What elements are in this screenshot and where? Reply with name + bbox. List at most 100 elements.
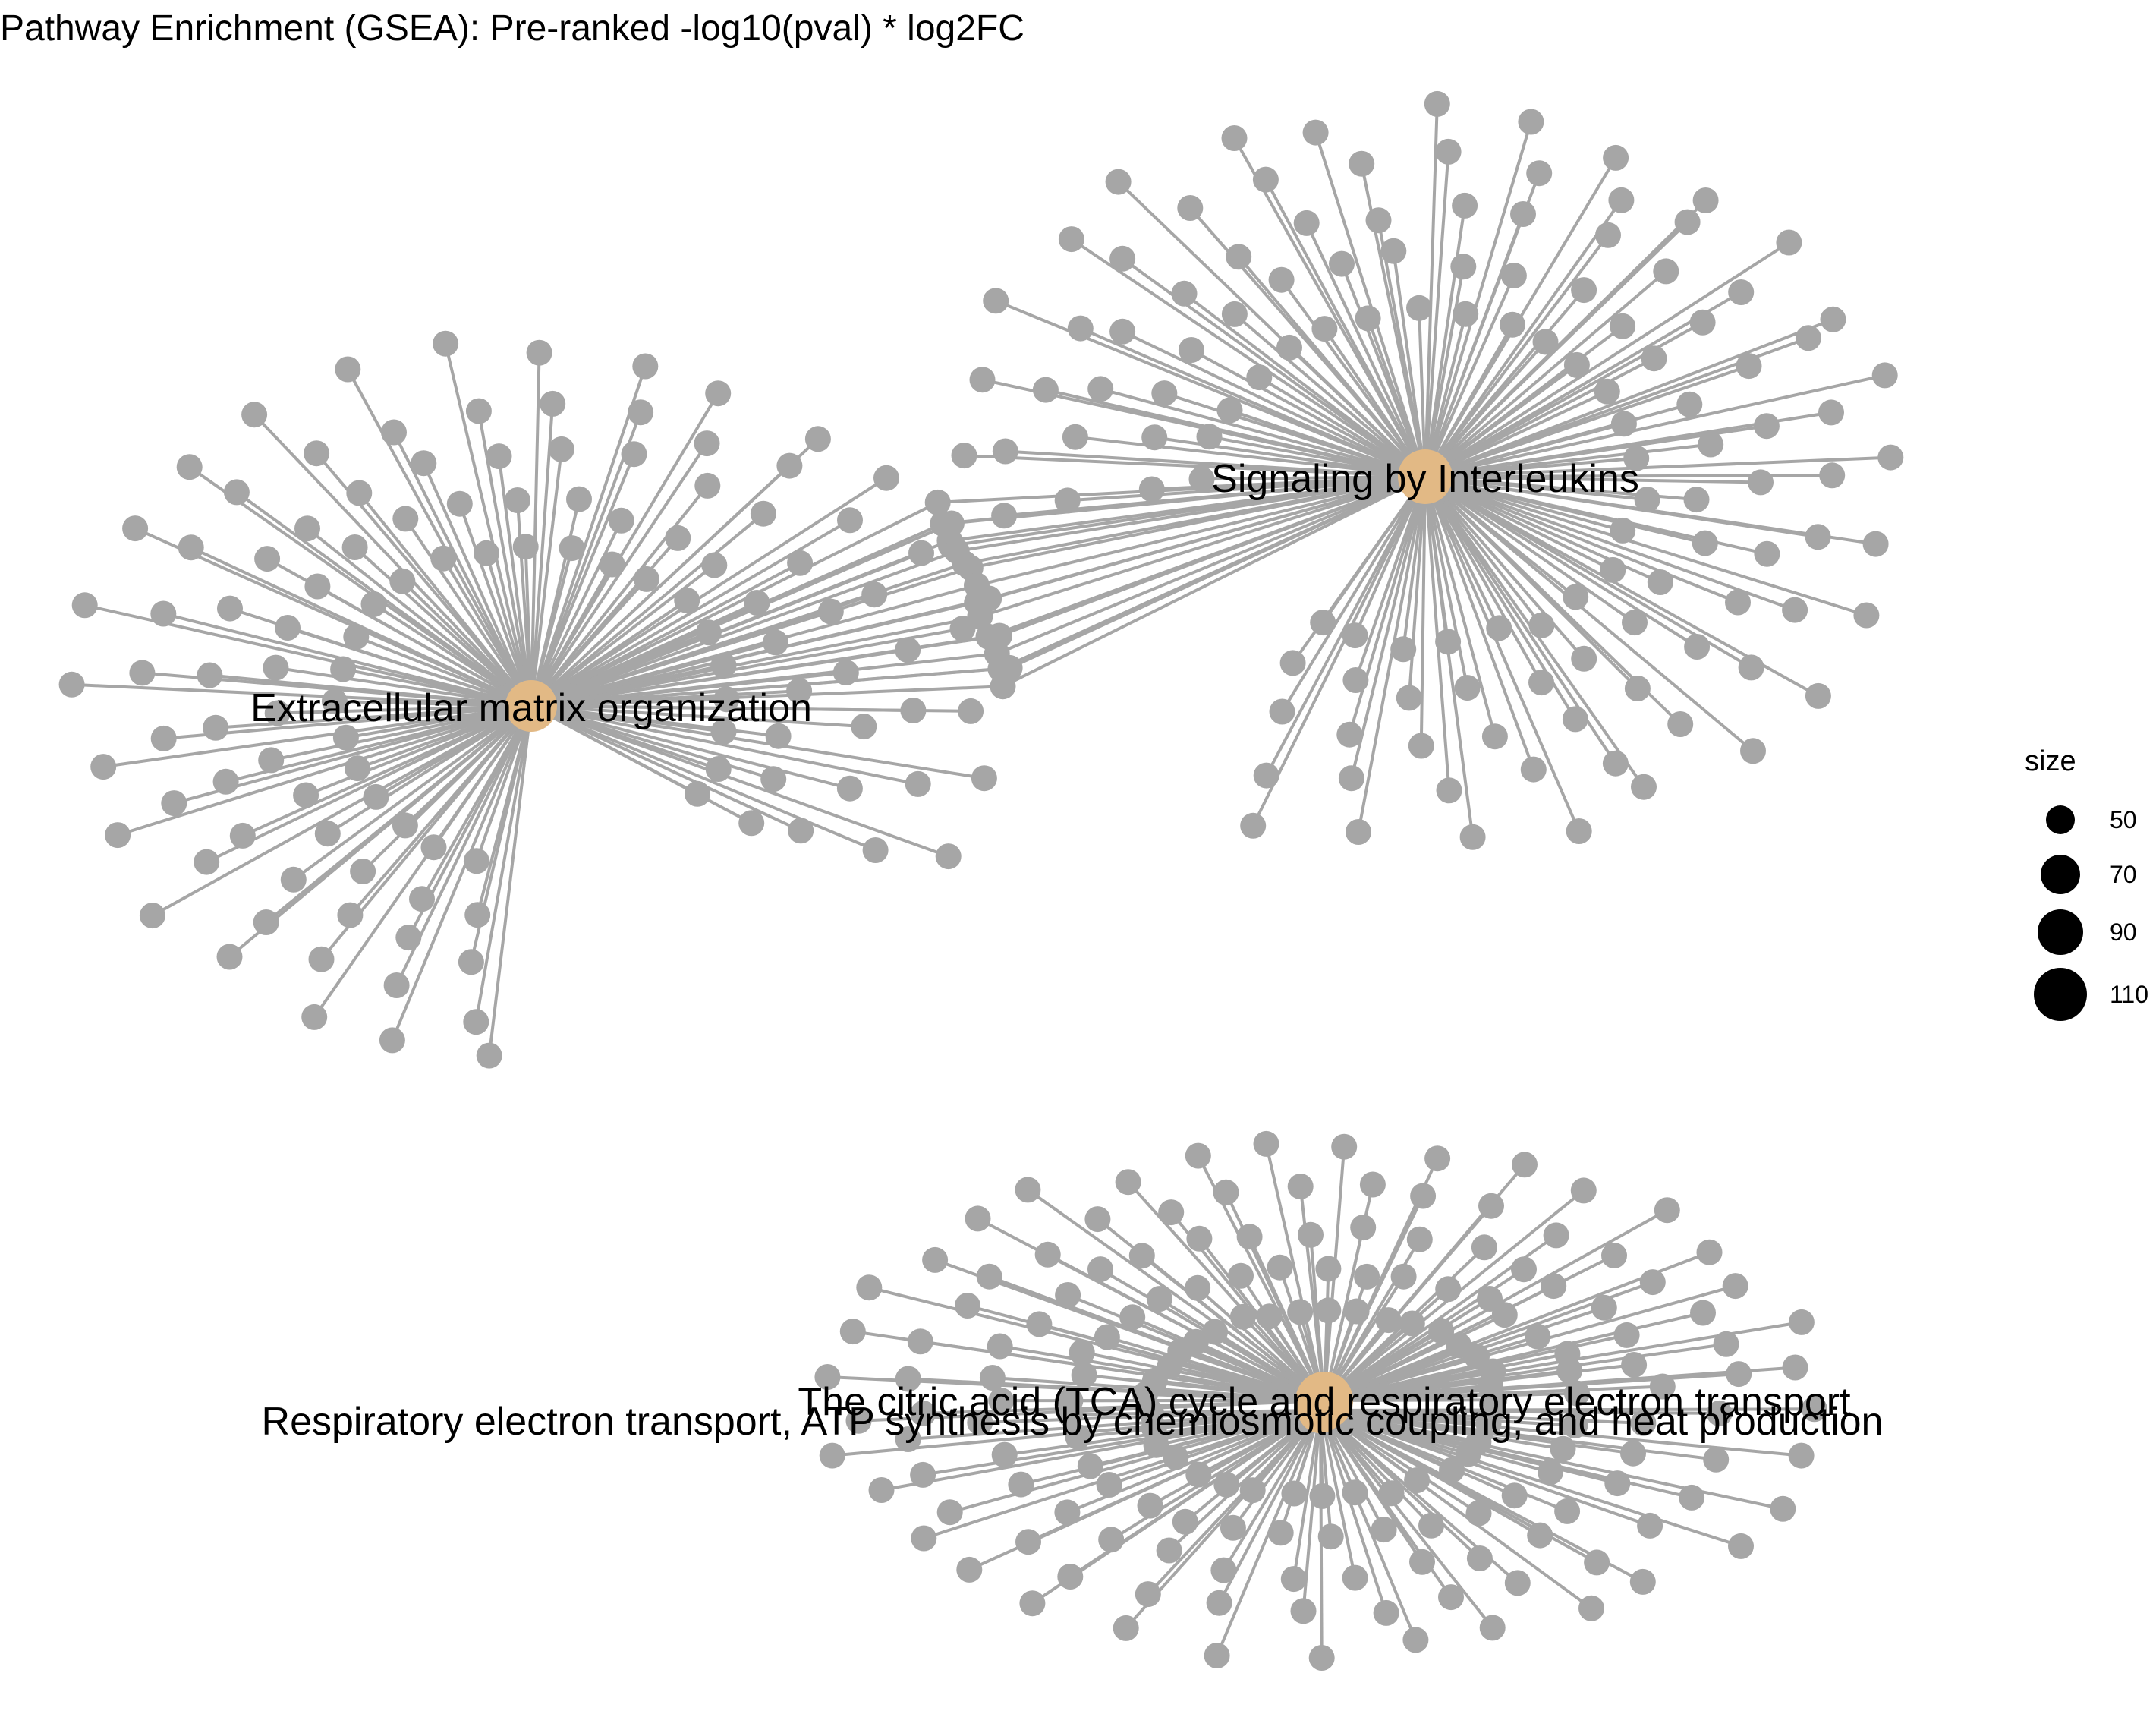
gene-node	[786, 678, 813, 704]
edge	[1323, 1205, 1493, 1402]
gene-node	[1054, 487, 1081, 514]
gene-node	[1349, 150, 1375, 177]
gene-node	[304, 573, 331, 600]
gene-node	[1520, 756, 1547, 783]
gene-node	[463, 848, 489, 874]
gene-node	[1578, 1595, 1604, 1621]
gene-node	[1229, 1303, 1256, 1330]
gene-node	[1302, 119, 1329, 146]
edge	[1424, 199, 1623, 478]
gene-node	[1722, 1273, 1748, 1300]
gene-node	[1621, 1352, 1648, 1378]
gene-node	[1196, 424, 1223, 450]
gene-node	[1378, 1480, 1405, 1507]
edge	[1424, 221, 1689, 478]
edge	[1075, 435, 1426, 478]
gene-node	[705, 756, 732, 782]
edge	[1280, 475, 1427, 713]
gene-node	[1256, 1303, 1283, 1330]
gene-node	[969, 367, 996, 393]
gene-node	[1689, 309, 1716, 336]
gene-node	[1019, 1590, 1046, 1617]
edge	[1005, 449, 1426, 478]
gene-node	[1748, 469, 1774, 496]
gene-node	[280, 866, 307, 893]
gene-node	[1571, 277, 1597, 304]
edge	[316, 584, 532, 707]
gene-node	[1346, 819, 1371, 845]
gene-node	[922, 1246, 949, 1273]
gene-node	[1109, 318, 1136, 345]
gene-node	[1428, 1318, 1455, 1344]
gene-node	[1584, 1549, 1610, 1576]
gene-node	[1202, 1319, 1228, 1345]
gene-node	[1281, 1480, 1308, 1507]
gene-node	[1511, 1256, 1537, 1283]
gene-node	[839, 1319, 866, 1345]
gene-node	[694, 430, 720, 457]
edge	[1319, 1410, 1418, 1641]
gene-node	[1287, 1174, 1314, 1200]
edge	[1110, 1409, 1322, 1542]
gene-node	[321, 688, 348, 715]
edge	[275, 666, 532, 707]
gene-node	[1098, 1527, 1125, 1553]
gene-node	[258, 747, 285, 774]
gene-node	[330, 656, 357, 682]
gene-node	[1141, 424, 1168, 451]
edge	[530, 365, 647, 707]
gene-node	[1624, 676, 1651, 701]
gene-node	[1185, 1461, 1212, 1488]
gene-node	[1087, 376, 1114, 402]
legend-key-110	[2034, 968, 2087, 1021]
gene-node	[1439, 1457, 1465, 1483]
edge	[346, 368, 533, 707]
gene-node	[952, 550, 978, 577]
edge	[1320, 1409, 1563, 1451]
edge	[530, 666, 1010, 707]
gene-node	[476, 1042, 502, 1069]
edge	[117, 704, 532, 837]
edge	[1424, 364, 1578, 478]
category-node-layer	[505, 449, 1453, 1433]
gene-node	[332, 724, 359, 751]
gene-node	[1252, 166, 1279, 193]
gene-node	[1186, 1225, 1213, 1252]
edge	[1292, 1410, 1322, 1580]
edge	[1424, 475, 1761, 484]
gene-node	[395, 925, 422, 951]
gene-node	[1676, 391, 1703, 417]
gene-node	[1408, 733, 1434, 759]
gene-node	[1782, 597, 1808, 623]
gene-node	[1478, 1193, 1504, 1219]
gene-node	[1653, 258, 1679, 285]
gene-node	[229, 822, 256, 849]
category-label-layer: Extracellular matrix organization Signal…	[250, 457, 1883, 1444]
gene-node	[1057, 1401, 1084, 1428]
edge	[1424, 357, 1655, 478]
gene-node	[1390, 1263, 1417, 1290]
edge	[1251, 476, 1427, 827]
gene-node	[216, 944, 243, 970]
gene-node	[935, 843, 962, 870]
edge	[530, 547, 574, 707]
edge	[530, 352, 541, 707]
edge	[1424, 476, 1543, 684]
gene-node	[1069, 1339, 1095, 1366]
gene-node	[608, 507, 634, 534]
edge	[1349, 476, 1427, 779]
gene-node	[1404, 1467, 1431, 1493]
edge	[1424, 475, 1796, 612]
gene-node	[1512, 1152, 1538, 1178]
gene-node	[1015, 1177, 1041, 1203]
gene-node	[1795, 325, 1821, 351]
gene-node	[1331, 1133, 1358, 1160]
gene-node	[335, 356, 361, 383]
edge	[1424, 475, 1818, 539]
gene-node	[1501, 1482, 1528, 1509]
edge	[530, 465, 791, 707]
edge	[1424, 213, 1525, 477]
gene-node	[1008, 1471, 1034, 1498]
edge	[292, 704, 533, 881]
